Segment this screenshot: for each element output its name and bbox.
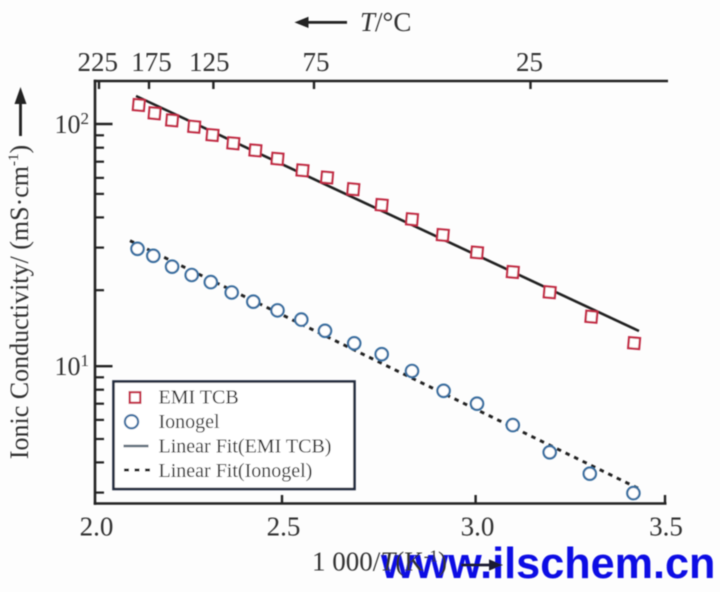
svg-text:125: 125 [189,47,230,77]
svg-text:2.0: 2.0 [80,512,114,542]
svg-text:102: 102 [55,109,90,139]
svg-text:Linear Fit(Ionogel): Linear Fit(Ionogel) [159,460,313,482]
svg-text:Ionogel: Ionogel [159,411,221,433]
svg-text:25: 25 [516,47,543,77]
svg-text:3.5: 3.5 [649,512,683,542]
svg-text:Linear Fit(EMI TCB): Linear Fit(EMI TCB) [159,436,332,458]
svg-text:3.0: 3.0 [461,512,495,542]
svg-text:75: 75 [303,47,330,77]
svg-text:Ionic Conductivity/ (mS·cm-1): Ionic Conductivity/ (mS·cm-1) [5,145,34,459]
svg-text:175: 175 [131,47,172,77]
svg-text:T/°C: T/°C [360,7,411,37]
svg-text:www.ilschem.cn: www.ilschem.cn [380,540,715,587]
svg-text:225: 225 [77,47,118,77]
svg-text:EMI TCB: EMI TCB [159,387,239,409]
svg-text:2.5: 2.5 [267,512,301,542]
